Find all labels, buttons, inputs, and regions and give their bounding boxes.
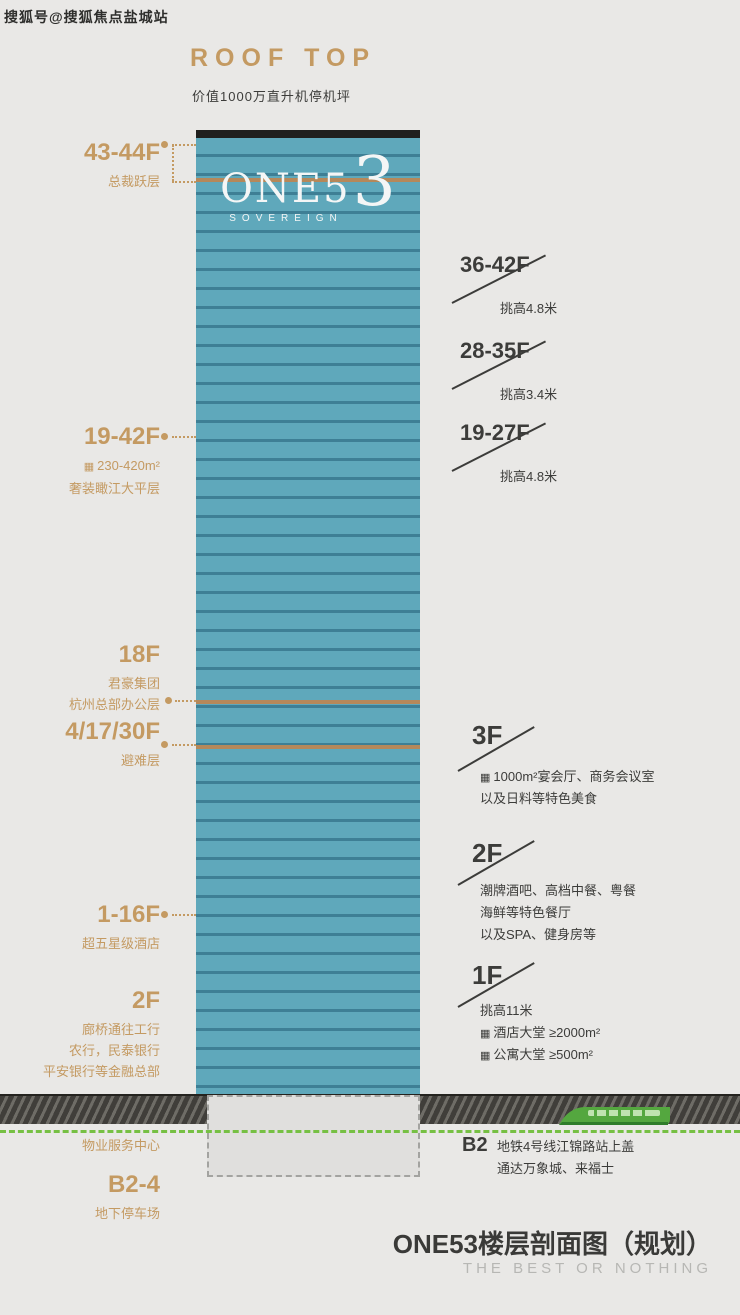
floor-desc: 潮牌酒吧、高档中餐、粤餐 [480, 883, 637, 898]
tan-divider-line [196, 745, 420, 749]
floor-desc: ▦ 230-420m² [83, 458, 160, 473]
building-logo: ONE5 3 SOVEREIGN [196, 143, 420, 224]
floor-desc: 物业服务中心 [81, 1138, 160, 1153]
subway-dashed-line [0, 1130, 740, 1133]
leader-dot [161, 911, 168, 918]
floor-desc: 杭州总部办公层 [68, 697, 160, 712]
floor-number: B2-4 [107, 1171, 160, 1198]
area-icon: ▦ [83, 461, 95, 473]
leader-line [172, 914, 196, 916]
floor-desc: 廊桥通往工行 [81, 1022, 160, 1037]
logo-sovereign: SOVEREIGN [229, 213, 343, 225]
left-label-19-42f: 19-42F ▦ 230-420m² 奢装瞰江大平层 [69, 424, 160, 499]
building-facade: ONE5 3 SOVEREIGN [196, 138, 420, 1094]
area-icon: ▦ [480, 1050, 491, 1062]
floor-number: 2F [131, 987, 160, 1014]
floor-number: 1-16F [97, 901, 160, 928]
building-roof-cap [196, 130, 420, 138]
underground-building-outline [207, 1095, 420, 1177]
leader-line [175, 700, 196, 702]
leader-line [172, 144, 196, 146]
floor-desc: 海鲜等特色餐厅 [480, 905, 572, 920]
watermark: 搜狐号@搜狐焦点盐城站 [4, 9, 169, 25]
floor-desc: ▦ 酒店大堂 ≥2000m² [480, 1025, 601, 1040]
floor-desc: 以及日料等特色美食 [480, 791, 598, 806]
left-label-4-17-30f: 4/17/30F 避难层 [65, 719, 160, 771]
tan-divider-line [196, 700, 420, 704]
leader-dot [161, 433, 168, 440]
floor-desc: 农行，民泰银行 [68, 1043, 160, 1058]
floor-desc: 总裁跃层 [107, 174, 160, 189]
leader-line [172, 744, 196, 746]
right-label-19-27f: 19-27F [460, 420, 530, 445]
floor-desc: 地下停车场 [94, 1206, 160, 1221]
diagram-title: ONE53楼层剖面图（规划） [392, 1229, 712, 1259]
floor-desc: 平安银行等金融总部 [42, 1064, 160, 1079]
left-label-1-16f: 1-16F 超五星级酒店 [82, 902, 160, 954]
right-label-3f: 3F [472, 720, 503, 750]
floor-number: 43-44F [83, 139, 160, 166]
leader-line [172, 436, 196, 438]
logo-3: 3 [352, 143, 396, 222]
floor-desc: 挑高4.8米 [500, 301, 558, 316]
roof-top-subtitle: 价值1000万直升机停机坪 [192, 89, 351, 104]
floor-desc: ▦ 公寓大堂 ≥500m² [480, 1047, 594, 1062]
right-label-b2: B2 [462, 1134, 488, 1156]
roof-top-title: ROOF TOP [190, 44, 377, 72]
floor-number: 19-42F [83, 423, 160, 450]
floor-desc: 奢装瞰江大平层 [68, 481, 160, 496]
train-icon [558, 1102, 673, 1135]
leader-line [172, 181, 196, 183]
subway-note: 通达万象城、来福士 [497, 1161, 615, 1176]
left-label-2f: 2F 廊桥通往工行 农行，民泰银行 平安银行等金融总部 [43, 988, 160, 1082]
floor-desc: ▦ 1000m²宴会厅、商务会议室 [480, 769, 655, 784]
subway-note: 地铁4号线江锦路站上盖 [497, 1139, 635, 1154]
floor-desc: 超五星级酒店 [81, 936, 160, 951]
area-icon: ▦ [480, 772, 491, 784]
logo-one5: ONE5 [220, 166, 351, 213]
floor-number: 18F [118, 641, 160, 668]
floor-desc: 挑高3.4米 [500, 387, 558, 402]
tan-divider-line [196, 178, 420, 182]
diagram-subtitle: THE BEST OR NOTHING [462, 1260, 712, 1277]
area-icon: ▦ [480, 1028, 491, 1040]
floor-desc: 挑高11米 [480, 1003, 533, 1018]
right-label-1f: 1F [472, 960, 503, 990]
right-label-2f: 2F [472, 838, 503, 868]
right-label-36-42f: 36-42F [460, 252, 530, 277]
floor-desc: 君豪集团 [107, 676, 160, 691]
left-label-b2-4: B2-4 地下停车场 [95, 1172, 160, 1224]
left-label-18f: 18F 君豪集团 杭州总部办公层 [69, 642, 160, 715]
right-label-28-35f: 28-35F [460, 338, 530, 363]
floor-desc: 挑高4.8米 [500, 469, 558, 484]
left-label-43-44f: 43-44F 总裁跃层 [84, 140, 160, 192]
leader-dot [165, 697, 172, 704]
floor-number: 4/17/30F [65, 718, 160, 745]
leader-dot [161, 141, 168, 148]
leader-dot [161, 741, 168, 748]
floor-desc: 避难层 [120, 753, 160, 768]
floor-desc: 以及SPA、健身房等 [480, 927, 597, 942]
leader-line [172, 145, 174, 181]
building-tower: ONE5 3 SOVEREIGN [196, 130, 420, 1094]
